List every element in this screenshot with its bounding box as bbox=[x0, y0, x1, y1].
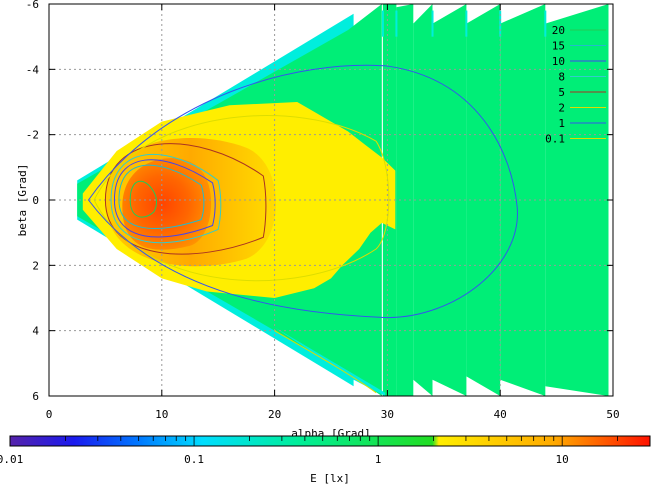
contour-2 bbox=[93, 115, 390, 282]
y-tick-label: 0 bbox=[32, 194, 39, 207]
region-field-step bbox=[413, 4, 433, 396]
region-core bbox=[122, 158, 212, 250]
colorbar-label: E [lx] bbox=[310, 472, 350, 485]
y-tick-label: 6 bbox=[32, 390, 39, 403]
contour-15 bbox=[118, 164, 205, 229]
legend-label: 1 bbox=[558, 117, 565, 130]
colorbar-ticks: 0.01 0.1 1 10 bbox=[0, 436, 651, 466]
heatmap-area bbox=[77, 4, 609, 396]
contour-20 bbox=[129, 180, 157, 218]
x-tick-label: 10 bbox=[155, 408, 168, 421]
region-field-step bbox=[466, 4, 501, 396]
grid bbox=[49, 4, 613, 396]
x-tick-label: 40 bbox=[494, 408, 507, 421]
legend-label: 0.1 bbox=[545, 133, 565, 146]
contour-1 bbox=[87, 64, 518, 319]
x-tick-label: 20 bbox=[268, 408, 281, 421]
region-field-step bbox=[500, 4, 546, 396]
colorbar-tick-label: 0.01 bbox=[0, 453, 23, 466]
legend-label: 8 bbox=[558, 71, 565, 84]
y-tick-label: 4 bbox=[32, 325, 39, 338]
y-tick-label: 2 bbox=[32, 259, 39, 272]
contour-lines bbox=[87, 64, 518, 394]
legend-label: 20 bbox=[552, 24, 565, 37]
x-tick-label: 50 bbox=[606, 408, 619, 421]
contour-8 bbox=[110, 153, 222, 244]
region-edge-bottom bbox=[274, 327, 386, 396]
colorbar-tick-label: 0.1 bbox=[184, 453, 204, 466]
legend-label: 2 bbox=[558, 102, 565, 115]
y-tick-label: -6 bbox=[26, 0, 39, 11]
legend-label: 5 bbox=[558, 86, 565, 99]
y-tick-label: -4 bbox=[26, 63, 40, 76]
y-axis-label: beta [Grad] bbox=[16, 164, 29, 237]
x-tick-label: 30 bbox=[381, 408, 394, 421]
colorbar-tick-label: 10 bbox=[556, 453, 569, 466]
legend-label: 15 bbox=[552, 40, 565, 53]
legend: 20 15 10 8 5 2 1 0.1 bbox=[545, 24, 606, 146]
legend-label: 10 bbox=[552, 55, 565, 68]
contour-10 bbox=[113, 159, 216, 238]
region-field-step bbox=[545, 4, 609, 396]
contour-0.1 bbox=[274, 330, 377, 394]
x-axis: 0 10 20 30 40 50 bbox=[46, 4, 620, 421]
colorbar-tick-label: 1 bbox=[375, 453, 382, 466]
y-axis: -6 -4 -2 0 2 4 6 bbox=[26, 0, 613, 403]
x-tick-label: 0 bbox=[46, 408, 53, 421]
y-tick-label: -2 bbox=[26, 129, 39, 142]
